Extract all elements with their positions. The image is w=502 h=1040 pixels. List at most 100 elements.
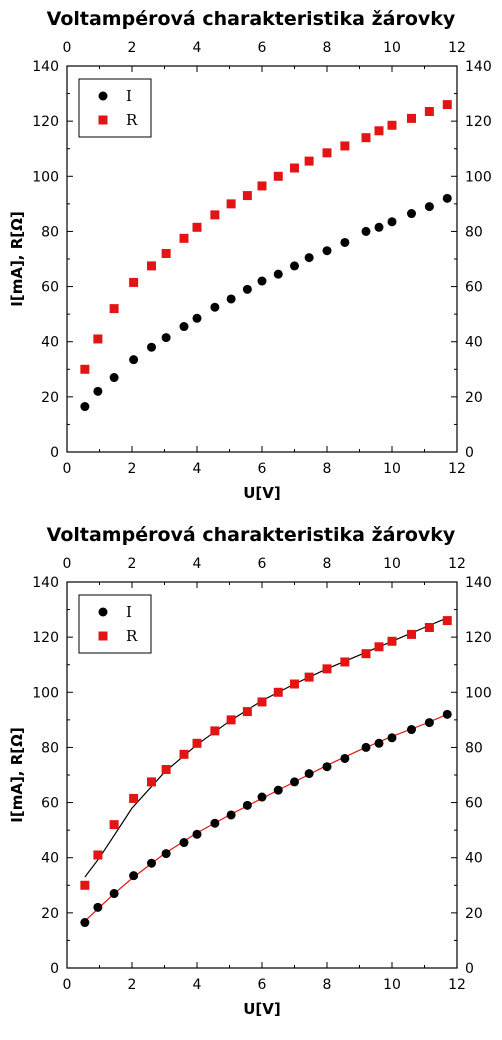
x-tick-label: 4 [193,977,202,993]
point-R [424,622,434,632]
point-I [109,889,119,899]
point-I [361,226,371,236]
point-I [109,373,119,383]
point-R [192,222,202,232]
point-I [179,322,189,332]
y-tick-label: 0 [50,961,59,977]
legend-label-I: I [126,603,132,621]
x-tick-label: 0 [63,977,72,993]
point-R [407,629,416,639]
point-I [161,333,171,343]
fit-curve [84,617,448,878]
y-tick-label: 20 [41,390,59,406]
x-tick-label-top: 8 [323,556,332,572]
point-R [374,642,384,652]
point-R [340,141,350,151]
point-I [290,261,299,271]
x-tick-label-top: 12 [448,40,466,56]
y-tick-label: 40 [41,335,59,351]
x-tick-label-top: 2 [128,556,137,572]
point-I [442,709,452,719]
y-tick-label: 120 [32,630,59,646]
x-tick-label: 8 [323,977,332,993]
point-I [340,237,350,247]
x-tick-label: 12 [448,461,466,477]
y-tick-label-right: 40 [465,851,483,867]
x-tick-label: 8 [323,461,332,477]
point-R [179,233,189,243]
point-I [242,800,252,810]
point-I [322,762,332,772]
legend-label-I: I [126,87,132,105]
y-tick-label-right: 80 [465,224,483,240]
point-I [80,918,90,928]
point-R [257,181,267,191]
point-R [304,156,314,166]
point-I [442,193,452,203]
point-R [226,199,236,209]
x-tick-label: 12 [448,977,466,993]
y-tick-label-right: 80 [465,740,483,756]
point-R [80,364,90,374]
point-I [80,402,90,412]
x-tick-label-top: 0 [63,556,72,572]
chart-title: Voltampérová charakteristika žárovky [47,8,456,30]
point-R [361,133,371,143]
x-axis-label: U[V] [243,1000,281,1018]
y-axis-label: I[mA], R[Ω] [8,727,26,822]
point-R [147,777,156,787]
point-R [424,106,434,116]
point-I [424,718,434,728]
point-R [161,248,171,258]
point-I [273,269,283,279]
x-tick-label: 6 [258,461,267,477]
point-I [273,785,283,795]
legend-box [78,594,152,654]
point-R [210,210,220,220]
legend-label-R: R [126,627,138,645]
x-tick-label-top: 6 [258,556,267,572]
point-I [179,838,189,848]
x-tick-label-top: 10 [383,40,401,56]
point-R [290,679,299,689]
y-tick-label-right: 140 [465,59,492,75]
y-tick-label-right: 120 [465,630,492,646]
point-I [322,246,332,256]
y-axis-label: I[mA], R[Ω] [8,211,26,306]
legend-label-R: R [126,111,138,129]
point-I [210,302,220,312]
y-tick-label-right: 60 [465,280,483,296]
y-tick-label-right: 100 [465,169,492,185]
y-tick-label: 140 [32,575,59,591]
point-R [322,664,332,674]
point-R [273,687,283,697]
x-tick-label-top: 2 [128,40,137,56]
y-tick-label: 0 [50,445,59,461]
point-R [226,715,236,725]
x-tick-label-top: 4 [193,556,202,572]
y-tick-label: 60 [41,796,59,812]
y-tick-label-right: 0 [465,961,474,977]
point-I [93,902,103,912]
point-R [129,277,139,287]
point-I [93,386,103,396]
point-I [147,858,156,868]
point-R [161,764,171,774]
point-R [109,820,119,830]
chart-top-svg: Voltampérová charakteristika žárovky0022… [8,8,492,502]
x-tick-label: 6 [258,977,267,993]
y-tick-label-right: 60 [465,796,483,812]
point-R [374,126,384,136]
point-R [80,880,90,890]
point-I [147,342,156,352]
y-tick-label-right: 120 [465,114,492,130]
point-I [226,294,236,304]
point-R [257,697,267,707]
y-tick-label: 20 [41,906,59,922]
x-tick-label: 2 [128,461,137,477]
y-tick-label: 80 [41,224,59,240]
point-R [387,636,397,646]
point-R [129,793,139,803]
x-tick-label-top: 12 [448,556,466,572]
y-tick-label: 100 [32,685,59,701]
